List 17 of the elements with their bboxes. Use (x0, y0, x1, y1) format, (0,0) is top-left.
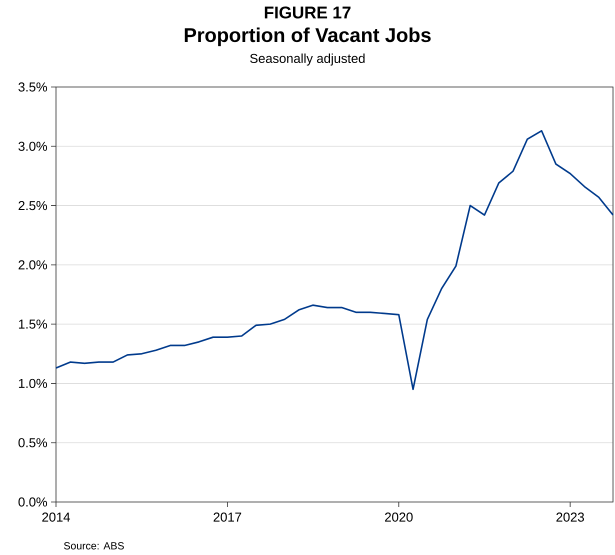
y-tick-label: 2.5% (18, 200, 48, 210)
y-tick-label: 3.5% (18, 82, 48, 92)
x-tick-label: 2023 (556, 512, 584, 522)
x-tick-label: 2020 (385, 512, 413, 522)
y-tick-label: 0.0% (18, 497, 48, 507)
chart-subtitle: Seasonally adjusted (250, 54, 365, 66)
x-tick-label: 2014 (42, 512, 70, 522)
y-tick-label: 3.0% (18, 142, 48, 151)
y-tick-label: 1.0% (18, 378, 48, 388)
y-tick-label: 1.5% (18, 320, 48, 329)
caption: FIGURE 17 (264, 6, 351, 19)
y-tick-label: 0.5% (18, 438, 48, 448)
line-series (55, 130, 614, 390)
x-tick-label: 2017 (214, 512, 242, 522)
chart-title: Proportion of Vacant Jobs (184, 28, 431, 46)
source-note: Source: ABS (64, 542, 124, 550)
y-tick-label: 2.0% (18, 260, 48, 270)
